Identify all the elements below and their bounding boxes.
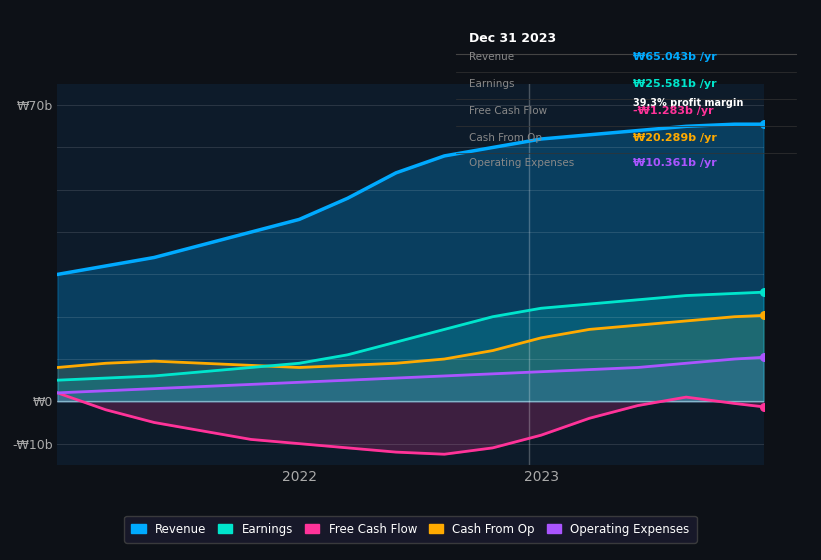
Point bbox=[757, 353, 770, 362]
Text: Cash From Op: Cash From Op bbox=[470, 133, 543, 143]
Text: Operating Expenses: Operating Expenses bbox=[470, 158, 575, 168]
Text: -₩1.283b /yr: -₩1.283b /yr bbox=[633, 106, 713, 116]
Text: ₩10.361b /yr: ₩10.361b /yr bbox=[633, 158, 717, 168]
Point bbox=[757, 120, 770, 129]
Text: Dec 31 2023: Dec 31 2023 bbox=[470, 32, 557, 45]
Text: 39.3% profit margin: 39.3% profit margin bbox=[633, 97, 743, 108]
Text: Earnings: Earnings bbox=[470, 79, 515, 89]
Text: Revenue: Revenue bbox=[470, 52, 515, 62]
Point bbox=[757, 311, 770, 320]
Point bbox=[757, 288, 770, 297]
Text: Free Cash Flow: Free Cash Flow bbox=[470, 106, 548, 116]
Point bbox=[757, 402, 770, 411]
Text: ₩65.043b /yr: ₩65.043b /yr bbox=[633, 52, 717, 62]
Text: ₩25.581b /yr: ₩25.581b /yr bbox=[633, 79, 717, 89]
Legend: Revenue, Earnings, Free Cash Flow, Cash From Op, Operating Expenses: Revenue, Earnings, Free Cash Flow, Cash … bbox=[124, 516, 697, 543]
Text: ₩20.289b /yr: ₩20.289b /yr bbox=[633, 133, 717, 143]
